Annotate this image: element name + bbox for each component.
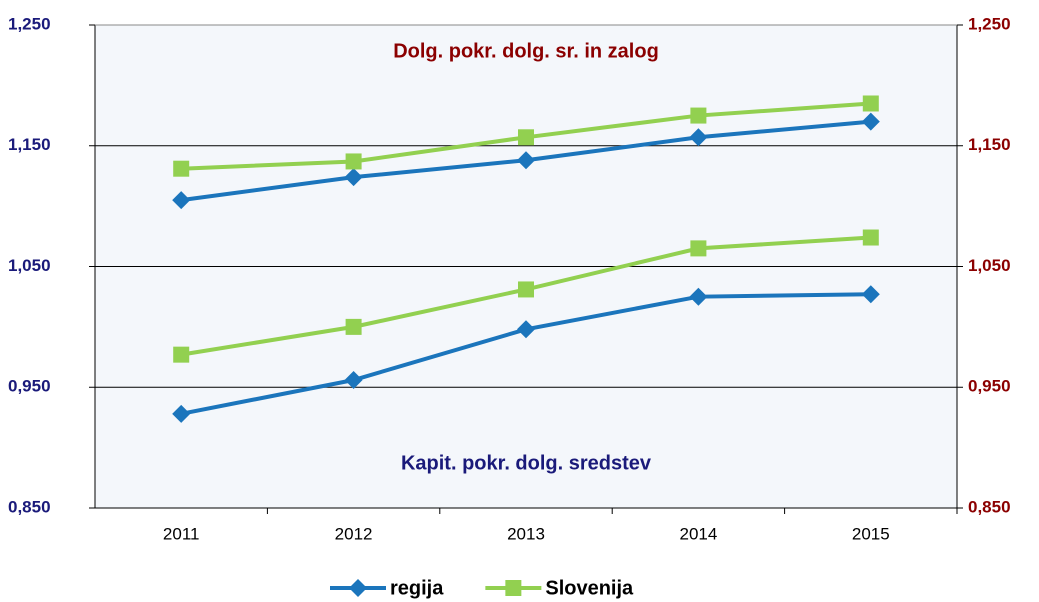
- point: [517, 151, 535, 170]
- point: [344, 168, 363, 187]
- x-tick-label: 2011: [163, 524, 200, 543]
- point: [518, 129, 534, 146]
- x-tick-label: 2015: [852, 524, 890, 543]
- point: [344, 371, 363, 390]
- legend-label: regija: [390, 577, 444, 599]
- annotation: Kapit. pokr. dolg. sredstev: [401, 452, 652, 474]
- point: [345, 318, 362, 335]
- point: [172, 404, 191, 423]
- point: [690, 107, 707, 124]
- annotation: Dolg. pokr. dolg. sr. in zalog: [393, 40, 659, 62]
- legend-marker: [349, 579, 367, 597]
- y-tick-label: 0,950: [8, 377, 51, 396]
- x-tick-label: 2014: [679, 524, 717, 543]
- point: [690, 240, 707, 257]
- point: [173, 346, 190, 363]
- point: [862, 95, 879, 112]
- y-tick-label: 1,150: [8, 135, 51, 154]
- y2-tick-label: 1,250: [968, 14, 1011, 33]
- y-tick-label: 1,050: [8, 256, 51, 275]
- y2-tick-label: 1,050: [968, 256, 1011, 275]
- point: [861, 285, 880, 304]
- point: [517, 320, 535, 339]
- y2-tick-label: 1,150: [968, 135, 1011, 154]
- point: [345, 153, 362, 170]
- y-tick-label: 0,850: [8, 497, 51, 516]
- legend-label: Slovenija: [545, 577, 634, 599]
- point: [862, 229, 879, 246]
- y-tick-label: 1,250: [8, 14, 51, 33]
- point: [518, 281, 534, 298]
- legend-marker: [505, 580, 522, 596]
- x-tick-label: 2012: [335, 524, 373, 543]
- point: [861, 112, 880, 131]
- point: [689, 128, 708, 147]
- point: [689, 287, 708, 306]
- y2-tick-label: 0,950: [968, 377, 1011, 396]
- point: [172, 191, 191, 210]
- x-tick-label: 2013: [507, 524, 545, 543]
- y2-tick-label: 0,850: [968, 497, 1011, 516]
- point: [173, 160, 190, 177]
